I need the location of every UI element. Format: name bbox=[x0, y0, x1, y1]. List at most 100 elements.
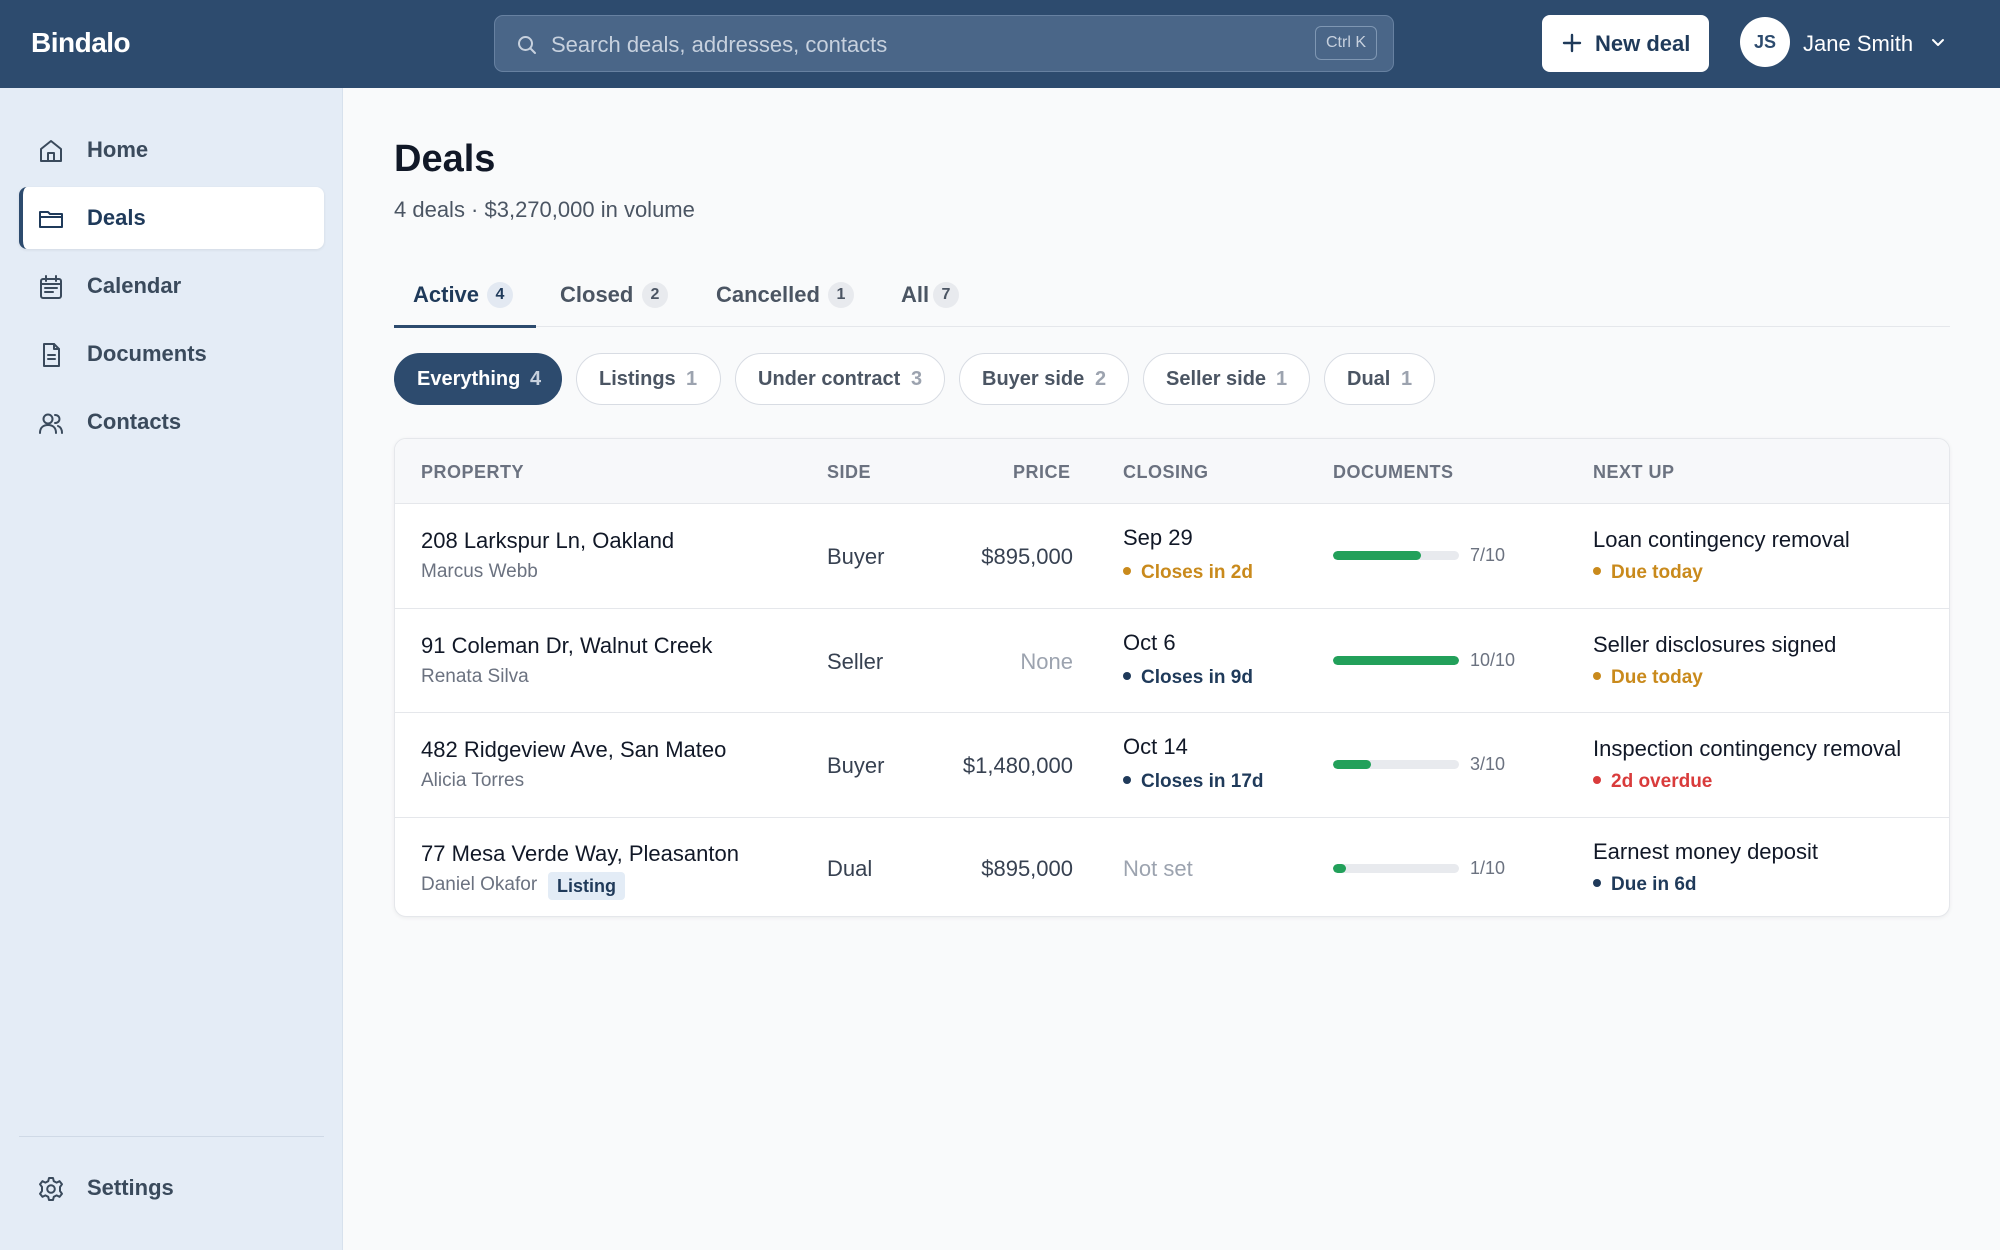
property-address[interactable]: 77 Mesa Verde Way, Pleasanton bbox=[421, 841, 739, 866]
table-row[interactable]: 77 Mesa Verde Way, Pleasanton Daniel Oka… bbox=[395, 817, 1949, 916]
tab-cancelled[interactable]: Cancelled 1 bbox=[716, 270, 866, 327]
sidebar-item-label: Documents bbox=[87, 341, 207, 366]
filter-dual[interactable]: Dual 1 bbox=[1324, 353, 1435, 405]
search-input[interactable]: Search deals, addresses, contacts bbox=[551, 32, 888, 57]
property-contact: Marcus Webb bbox=[421, 561, 538, 582]
listing-badge: Listing bbox=[548, 872, 625, 900]
deal-side: Buyer bbox=[827, 544, 885, 569]
status-dot bbox=[1123, 566, 1131, 575]
tab-active[interactable]: Active 4 bbox=[394, 270, 536, 328]
filter-seller-side[interactable]: Seller side 1 bbox=[1143, 353, 1310, 405]
filter-count: 2 bbox=[1095, 368, 1107, 390]
tab-label: Cancelled bbox=[716, 282, 820, 307]
next-task[interactable]: Inspection contingency removal bbox=[1593, 736, 1902, 761]
documents-progress-fill bbox=[1333, 864, 1346, 873]
deal-price: None bbox=[1020, 649, 1073, 674]
column-header-closing[interactable]: CLOSING bbox=[1123, 462, 1209, 482]
column-header-price[interactable]: PRICE bbox=[1013, 462, 1071, 482]
deals-table: PROPERTY SIDE PRICE CLOSING DOCUMENTS NE… bbox=[394, 438, 1950, 917]
folder-icon bbox=[37, 205, 65, 233]
sidebar-item-label: Settings bbox=[87, 1175, 174, 1200]
property-address[interactable]: 91 Coleman Dr, Walnut Creek bbox=[421, 633, 713, 658]
table-row[interactable]: 208 Larkspur Ln, Oakland Marcus Webb Buy… bbox=[395, 503, 1949, 608]
tab-label: Closed bbox=[560, 282, 634, 307]
property-address[interactable]: 208 Larkspur Ln, Oakland bbox=[421, 528, 675, 553]
next-task[interactable]: Earnest money deposit bbox=[1593, 839, 1819, 864]
table-row[interactable]: 482 Ridgeview Ave, San Mateo Alicia Torr… bbox=[395, 712, 1949, 817]
search-bar[interactable]: Search deals, addresses, contacts Ctrl K bbox=[494, 15, 1394, 72]
sidebar-item-contacts[interactable]: Contacts bbox=[19, 391, 324, 453]
closing-status: Closes in 17d bbox=[1123, 771, 1264, 793]
tab-count: 4 bbox=[487, 282, 513, 308]
contacts-icon bbox=[37, 409, 65, 437]
property-contact: Daniel Okafor bbox=[421, 874, 538, 895]
column-header-property[interactable]: PROPERTY bbox=[421, 462, 525, 482]
filter-buyer-side[interactable]: Buyer side 2 bbox=[959, 353, 1129, 405]
filter-everything[interactable]: Everything 4 bbox=[394, 353, 562, 405]
filter-label: Everything bbox=[417, 368, 521, 390]
gear-icon bbox=[37, 1175, 65, 1203]
next-task[interactable]: Loan contingency removal bbox=[1593, 527, 1850, 552]
filter-listings[interactable]: Listings 1 bbox=[576, 353, 721, 405]
user-name: Jane Smith bbox=[1803, 31, 1914, 56]
tab-label: Active bbox=[413, 282, 480, 307]
documents-progress-bar bbox=[1333, 551, 1459, 560]
filter-label: Listings bbox=[599, 368, 676, 390]
table-header: PROPERTY SIDE PRICE CLOSING DOCUMENTS NE… bbox=[395, 439, 1949, 503]
filter-label: Buyer side bbox=[982, 368, 1085, 390]
filter-label: Seller side bbox=[1166, 368, 1267, 390]
status-dot bbox=[1593, 878, 1601, 887]
filter-label: Under contract bbox=[758, 368, 901, 390]
next-task[interactable]: Seller disclosures signed bbox=[1593, 632, 1837, 657]
chevron-down-icon bbox=[1930, 34, 1946, 50]
property-contact: Alicia Torres bbox=[421, 770, 525, 791]
deal-side: Buyer bbox=[827, 753, 885, 778]
sidebar-item-calendar[interactable]: Calendar bbox=[19, 255, 324, 317]
sidebar-item-settings[interactable]: Settings bbox=[19, 1157, 324, 1219]
search-icon bbox=[515, 33, 539, 57]
column-header-next-up[interactable]: NEXT UP bbox=[1593, 462, 1675, 482]
sidebar-item-deals[interactable]: Deals bbox=[19, 187, 324, 249]
sidebar-item-label: Calendar bbox=[87, 273, 182, 298]
calendar-icon bbox=[37, 273, 65, 301]
tab-label: All bbox=[901, 282, 930, 307]
document-icon bbox=[37, 341, 65, 369]
next-task-status: Due in 6d bbox=[1593, 874, 1697, 896]
home-icon bbox=[37, 137, 65, 165]
avatar: JS bbox=[1740, 17, 1790, 67]
next-task-status: Due today bbox=[1593, 667, 1703, 689]
documents-count: 7/10 bbox=[1470, 545, 1506, 565]
deal-price: $895,000 bbox=[981, 544, 1073, 569]
documents-progress-fill bbox=[1333, 551, 1422, 560]
column-header-documents[interactable]: DOCUMENTS bbox=[1333, 462, 1454, 482]
documents-progress-bar bbox=[1333, 864, 1459, 873]
documents-count: 10/10 bbox=[1470, 650, 1516, 670]
deal-side: Dual bbox=[827, 856, 873, 881]
property-address[interactable]: 482 Ridgeview Ave, San Mateo bbox=[421, 737, 727, 762]
documents-progress-bar bbox=[1333, 656, 1459, 665]
tab-closed[interactable]: Closed 2 bbox=[560, 270, 680, 327]
filter-count: 1 bbox=[686, 368, 698, 390]
page-subtitle: 4 deals · $3,270,000 in volume bbox=[394, 197, 695, 222]
sidebar: Home Deals Calendar Documents Contacts S… bbox=[0, 88, 343, 1250]
closing-status: Closes in 2d bbox=[1123, 562, 1253, 584]
sidebar-item-label: Deals bbox=[87, 205, 146, 230]
column-header-side[interactable]: SIDE bbox=[827, 462, 872, 482]
sidebar-divider bbox=[19, 1136, 324, 1137]
top-bar: Bindalo Search deals, addresses, contact… bbox=[0, 0, 2000, 88]
status-dot bbox=[1593, 775, 1601, 784]
status-dot bbox=[1123, 775, 1131, 784]
documents-count: 1/10 bbox=[1470, 858, 1506, 878]
status-dot bbox=[1593, 671, 1601, 680]
filter-under-contract[interactable]: Under contract 3 bbox=[735, 353, 945, 405]
sidebar-item-home[interactable]: Home bbox=[19, 119, 324, 181]
tab-all[interactable]: All 7 bbox=[901, 270, 981, 327]
closing-date: Not set bbox=[1123, 856, 1193, 881]
closing-date: Oct 14 bbox=[1123, 734, 1188, 759]
app-logo[interactable]: Bindalo bbox=[31, 27, 131, 58]
property-contact: Renata Silva bbox=[421, 666, 529, 687]
search-shortcut: Ctrl K bbox=[1315, 26, 1377, 60]
new-deal-button[interactable]: New deal bbox=[1542, 15, 1709, 72]
table-row[interactable]: 91 Coleman Dr, Walnut Creek Renata Silva… bbox=[395, 608, 1949, 712]
sidebar-item-documents[interactable]: Documents bbox=[19, 323, 324, 385]
